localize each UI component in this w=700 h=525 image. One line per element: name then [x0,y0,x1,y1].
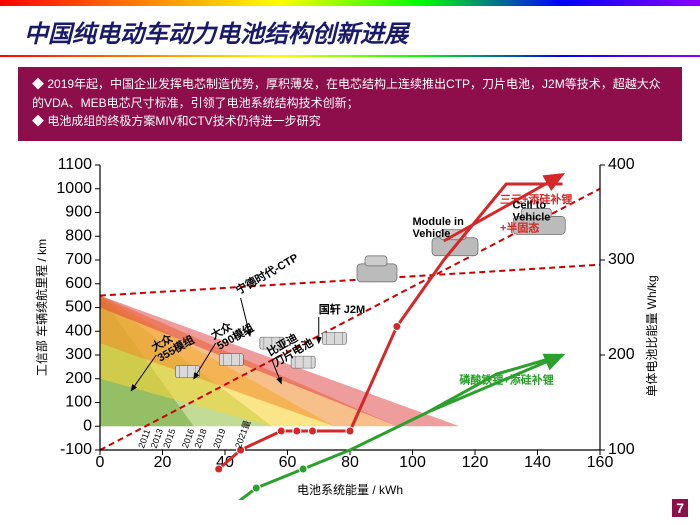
svg-text:-100: -100 [60,441,92,458]
svg-text:80: 80 [341,454,359,471]
page-title: 中国纯电动车动力电池结构创新进展 [0,6,700,57]
svg-text:国轩 J2M: 国轩 J2M [319,302,365,316]
svg-text:800: 800 [65,227,92,244]
svg-text:120: 120 [462,454,489,471]
chart-svg: 020406080100120140160电池系统能量 / kWh-100010… [30,155,670,500]
svg-text:磷酸铁锂+添硅补锂: 磷酸铁锂+添硅补锂 [459,373,553,387]
svg-text:2019: 2019 [211,427,227,449]
svg-text:0: 0 [96,454,105,471]
svg-text:宁德时代-CTP: 宁德时代-CTP [233,250,300,297]
svg-text:20: 20 [154,454,172,471]
svg-text:Vehicle: Vehicle [413,228,451,240]
svg-text:300: 300 [65,346,92,363]
svg-text:1000: 1000 [56,180,92,197]
svg-text:400: 400 [608,156,635,173]
svg-text:工信部 车辆续航里程 / km: 工信部 车辆续航里程 / km [34,239,49,376]
svg-text:300: 300 [608,251,635,268]
svg-text:400: 400 [65,322,92,339]
svg-text:900: 900 [65,204,92,221]
svg-text:单体电池比能量 Wh/kg: 单体电池比能量 Wh/kg [645,275,659,396]
bullet-1: 2019年起，中国企业发挥电芯制造优势，厚积薄发，在电芯结构上连续推出CTP，刀… [32,75,668,112]
svg-text:Cell to: Cell to [513,200,547,212]
svg-text:100: 100 [399,454,426,471]
slide-root: 中国纯电动车动力电池结构创新进展 2019年起，中国企业发挥电芯制造优势，厚积薄… [0,0,700,525]
svg-text:Module in: Module in [413,216,465,228]
svg-text:200: 200 [65,370,92,387]
bullet-box: 2019年起，中国企业发挥电芯制造优势，厚积薄发，在电芯结构上连续推出CTP，刀… [18,67,682,141]
svg-text:100: 100 [65,394,92,411]
svg-text:140: 140 [524,454,551,471]
chart-container: 020406080100120140160电池系统能量 / kWh-100010… [30,155,670,500]
svg-text:60: 60 [279,454,297,471]
svg-text:200: 200 [608,346,635,363]
svg-text:500: 500 [65,299,92,316]
svg-text:600: 600 [65,275,92,292]
svg-text:700: 700 [65,251,92,268]
svg-text:Vehicle: Vehicle [513,212,551,224]
bullet-2: 电池成组的终极方案MIV和CTV技术仍待进一步研究 [32,112,668,131]
svg-text:0: 0 [83,417,92,434]
svg-text:1100: 1100 [58,156,93,173]
svg-text:电池系统能量 / kWh: 电池系统能量 / kWh [297,483,403,497]
svg-text:100: 100 [608,441,635,458]
page-number: 7 [672,499,688,517]
